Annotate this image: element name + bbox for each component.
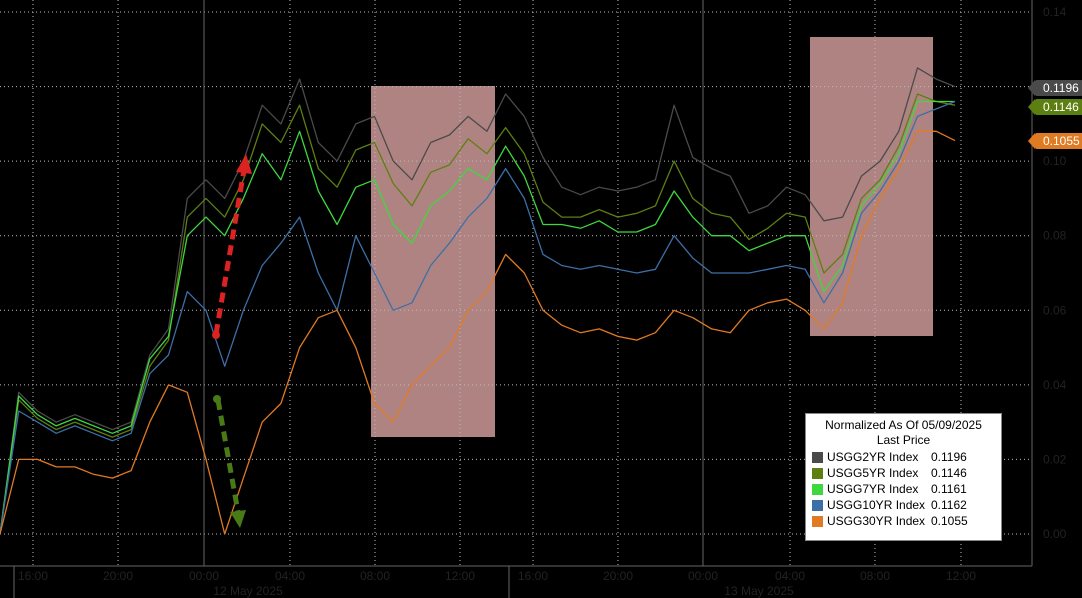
x-tick-label: 20:00 <box>603 569 633 583</box>
legend-subheader: Last Price <box>876 433 931 447</box>
arrowhead-down <box>230 510 246 528</box>
arrow-origin-dot <box>213 395 221 403</box>
y-tick-label: 0.00 <box>1043 527 1067 541</box>
y-tick-label: 0.04 <box>1043 378 1067 392</box>
series-line <box>0 130 956 535</box>
x-tick-label: 12:00 <box>445 569 475 583</box>
x-tick-label: 20:00 <box>103 569 133 583</box>
x-tick-label: 16:00 <box>518 569 548 583</box>
series-line <box>0 67 956 535</box>
legend-item: USGG10YR Index 0.1162 <box>806 497 1001 513</box>
y-tick-label: 0.10 <box>1043 154 1067 168</box>
legend-swatch <box>812 483 823 495</box>
legend-series-value: 0.1196 <box>931 450 967 464</box>
x-tick-label: 00:00 <box>688 569 718 583</box>
x-tick-label: 08:00 <box>860 569 890 583</box>
legend-series-value: 0.1146 <box>931 466 967 480</box>
legend-item: USGG7YR Index 0.1161 <box>806 481 1001 497</box>
chart-legend: Normalized As Of 05/09/2025 Last Price U… <box>805 413 1002 541</box>
last-value-tag: 0.1146 <box>1028 99 1082 115</box>
legend-item: USGG2YR Index 0.1196 <box>806 449 1001 465</box>
x-tick-label: 08:00 <box>360 569 390 583</box>
x-tick-label: 12:00 <box>946 569 976 583</box>
y-tick-label: 0.02 <box>1043 452 1067 466</box>
x-tick-label: 16:00 <box>18 569 48 583</box>
legend-series-name: USGG30YR Index <box>827 514 926 528</box>
last-value-tag: 0.1196 <box>1028 80 1082 96</box>
legend-item: USGG30YR Index 0.1055 <box>806 513 1001 529</box>
x-date-label: 12 May 2025 <box>213 584 283 598</box>
series-line <box>0 100 955 535</box>
annotation-arrow-down <box>215 399 241 513</box>
legend-series-name: USGG7YR Index <box>827 482 919 496</box>
arrow-origin-dot <box>212 331 220 339</box>
last-value-tag: 0.1055 <box>1028 133 1082 149</box>
x-date-label: 13 May 2025 <box>724 584 794 598</box>
legend-item: USGG5YR Index 0.1146 <box>806 465 1001 481</box>
legend-series-name: USGG5YR Index <box>827 466 919 480</box>
x-tick-label: 04:00 <box>275 569 305 583</box>
highlight-range <box>371 86 495 437</box>
legend-swatch <box>812 451 823 463</box>
legend-series-name: USGG2YR Index <box>827 450 919 464</box>
legend-series-name: USGG10YR Index <box>827 498 926 512</box>
highlight-range <box>810 37 933 336</box>
legend-swatch <box>812 515 823 527</box>
legend-swatch <box>812 467 823 479</box>
annotation-arrow-up <box>213 169 247 335</box>
y-tick-label: 0.06 <box>1043 303 1067 317</box>
legend-series-value: 0.1161 <box>931 482 967 496</box>
legend-series-value: 0.1055 <box>931 514 968 528</box>
y-tick-label: 0.14 <box>1043 5 1067 19</box>
legend-series-value: 0.1162 <box>931 498 967 512</box>
legend-header: Normalized As Of 05/09/2025 <box>825 418 982 432</box>
series-line <box>0 100 956 535</box>
legend-swatch <box>812 499 823 511</box>
arrowhead-up <box>236 154 252 174</box>
series-line <box>0 93 956 535</box>
x-tick-label: 04:00 <box>775 569 805 583</box>
y-tick-label: 0.08 <box>1043 229 1067 243</box>
x-tick-label: 00:00 <box>189 569 219 583</box>
